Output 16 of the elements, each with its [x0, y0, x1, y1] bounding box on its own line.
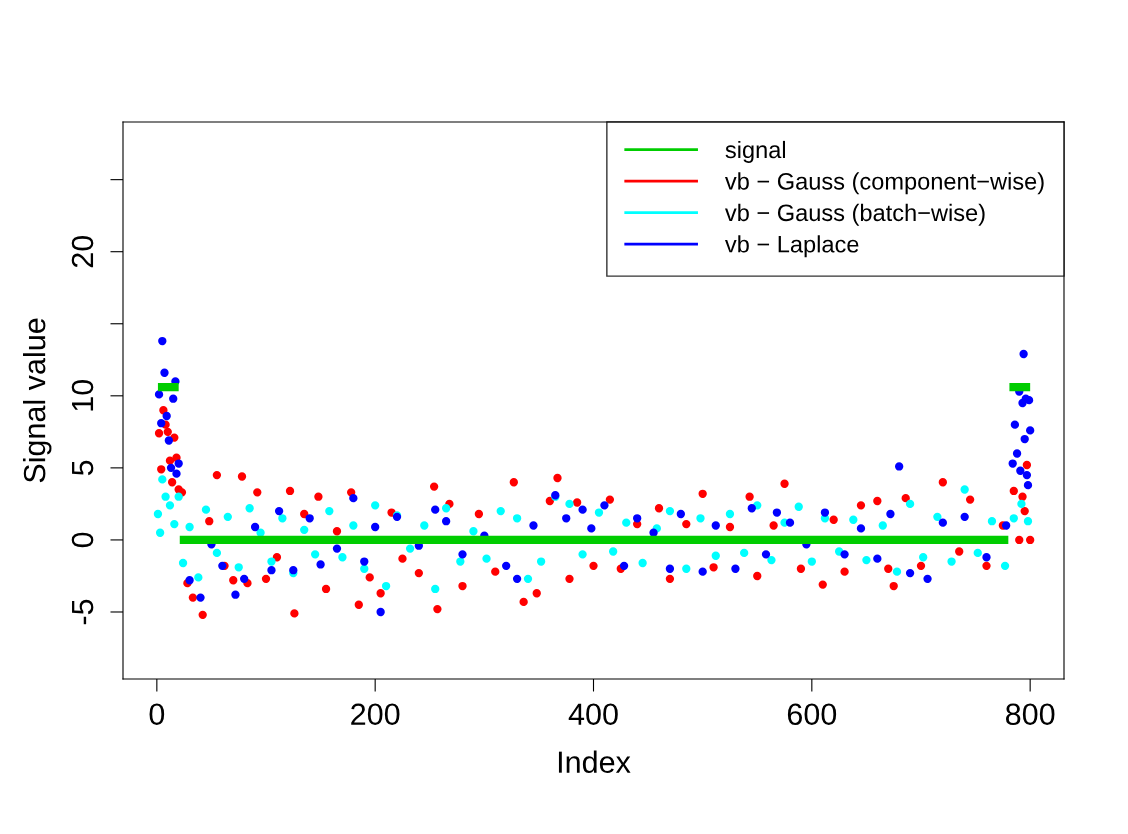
x-tick-label: 600: [787, 703, 837, 726]
y-tick-label: 20: [71, 235, 94, 268]
y-tick-label: 0: [71, 532, 94, 548]
legend-label: vb − Gauss (batch−wise): [724, 203, 985, 226]
y-tick-label: -5: [72, 599, 94, 625]
y-axis-title: Signal value: [22, 318, 52, 483]
y-tick-label: 5: [72, 460, 94, 476]
x-axis-title: Index: [558, 750, 631, 773]
x-tick-label: 400: [568, 703, 618, 726]
y-tick-label: 10: [71, 380, 94, 411]
x-tick-label: 200: [351, 703, 400, 726]
legend-label: signal: [725, 140, 786, 163]
x-tick-label: 800: [1006, 703, 1055, 726]
legend-label: vb − Laplace: [724, 235, 859, 258]
legend-label: vb − Gauss (component−wise): [724, 172, 1044, 195]
x-tick-label: 0: [149, 703, 165, 726]
